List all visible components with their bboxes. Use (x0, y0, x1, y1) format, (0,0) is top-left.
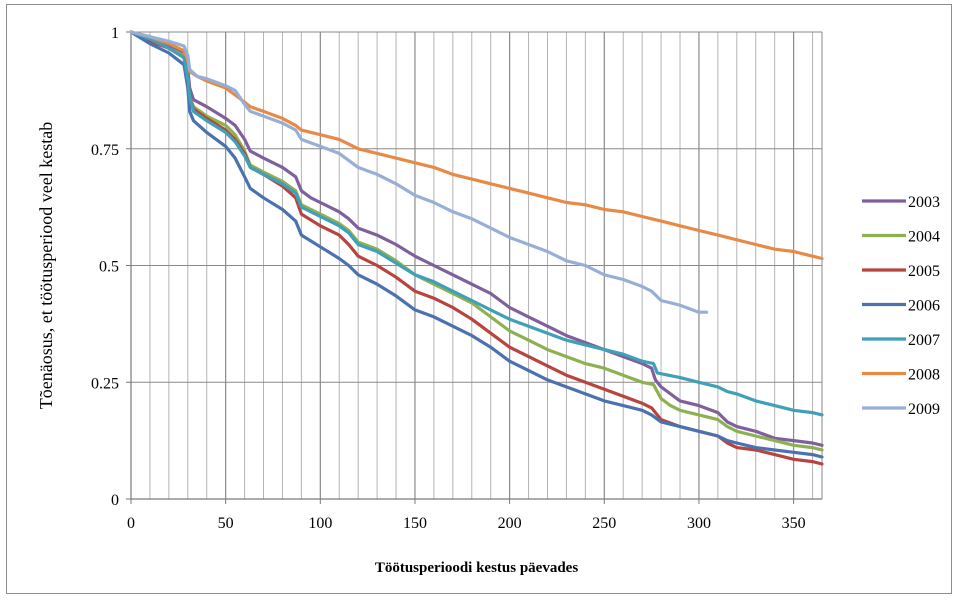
x-axis-title: Töötusperioodi kestus päevades (375, 560, 579, 576)
tick-labels: 0 50 100 150 200 250 300 350 0 0.25 0.5 0.75 1 (91, 25, 806, 532)
legend-label-2007: 2007 (908, 332, 940, 349)
y-axis-title: Tõenäosus, et töötusperiood veel kestab (36, 122, 56, 409)
x-tick-label: 250 (592, 515, 616, 532)
y-tick-label: 0.5 (99, 259, 119, 276)
x-tick-label: 300 (687, 515, 711, 532)
x-tick-label: 150 (403, 515, 427, 532)
series-line-2007 (129, 30, 824, 417)
x-tick-label: 0 (127, 515, 135, 532)
x-tick-label: 100 (308, 515, 332, 532)
series-line-2008 (129, 30, 824, 261)
x-tick-label: 50 (218, 515, 234, 532)
y-tick-label: 0.25 (91, 375, 119, 392)
y-tick-label: 1 (111, 25, 119, 42)
axes (126, 31, 822, 504)
legend-label-2005: 2005 (908, 263, 940, 280)
series-line-2004 (129, 30, 824, 452)
x-tick-label: 350 (782, 515, 806, 532)
legend: 2003 2004 2005 2006 2007 2008 2009 (862, 194, 940, 418)
x-tick-label: 200 (498, 515, 522, 532)
chart-frame (6, 4, 952, 594)
series-lines (129, 30, 824, 466)
legend-label-2003: 2003 (908, 194, 940, 211)
y-tick-label: 0 (111, 492, 119, 509)
legend-label-2009: 2009 (908, 401, 940, 418)
series-line-2006 (129, 30, 824, 459)
y-tick-label: 0.75 (91, 142, 119, 159)
legend-label-2004: 2004 (908, 229, 940, 246)
series-line-2009 (129, 30, 709, 314)
series-line-2003 (129, 30, 824, 447)
legend-label-2006: 2006 (908, 298, 940, 315)
grid-lines (131, 31, 823, 499)
legend-label-2008: 2008 (908, 367, 940, 384)
